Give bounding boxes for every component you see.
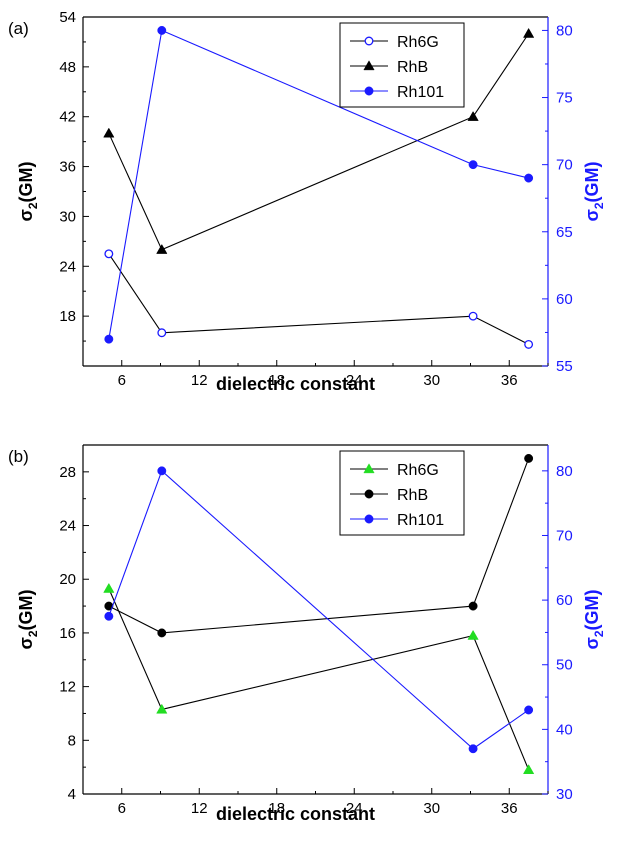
- legend-label: RhB: [397, 487, 428, 504]
- data-point-rh6g: [156, 703, 168, 714]
- legend-box: [339, 450, 465, 536]
- series-line-rh6g: [108, 588, 530, 771]
- series-line-rh101: [108, 29, 529, 340]
- x-tick-label: 24: [346, 372, 363, 389]
- x-axis-title: dielectric constant: [216, 374, 375, 394]
- x-tick-label: 12: [191, 800, 208, 817]
- y-right-tick-label: 70: [556, 157, 573, 174]
- data-point-rh6g: [468, 311, 478, 321]
- legend-box: [339, 22, 465, 108]
- y-left-tick-label: 48: [59, 59, 76, 76]
- data-point-rh6g: [467, 629, 479, 640]
- y-left-tick-label: 18: [59, 308, 76, 325]
- series-line-rhb: [108, 33, 530, 251]
- data-point-rh6g: [524, 339, 534, 349]
- y-right-tick-label: 60: [556, 592, 573, 609]
- legend-label: RhB: [397, 59, 428, 76]
- x-axis-title: dielectric constant: [216, 804, 375, 824]
- data-point-rh101: [104, 334, 114, 344]
- data-point-rh6g: [103, 582, 115, 593]
- legend-label: Rh101: [397, 84, 444, 101]
- panel-label: (a): [8, 19, 29, 38]
- y-right-axis-title: σ2(GM): [582, 161, 606, 221]
- y-right-tick-label: 80: [556, 22, 573, 39]
- y-right-tick-label: 80: [556, 463, 573, 480]
- x-tick-label: 30: [423, 800, 440, 817]
- y-right-tick-label: 70: [556, 527, 573, 544]
- y-left-tick-label: 24: [59, 258, 76, 275]
- legend-marker: [363, 463, 375, 474]
- legend-label: Rh6G: [397, 34, 439, 51]
- y-left-tick-label: 24: [59, 518, 76, 535]
- series-line-rh101: [108, 469, 529, 750]
- data-point-rhb: [103, 127, 115, 138]
- data-point-rh101: [524, 173, 534, 183]
- y-left-tick-label: 12: [59, 679, 76, 696]
- data-point-rhb: [524, 453, 534, 463]
- data-point-rh101: [157, 466, 167, 476]
- legend-label: Rh101: [397, 512, 444, 529]
- x-tick-label: 36: [501, 372, 518, 389]
- data-point-rh6g: [522, 764, 535, 774]
- series-line-rh6g: [108, 253, 529, 345]
- y-right-tick-label: 60: [556, 291, 573, 308]
- data-point-rhb: [157, 628, 167, 638]
- data-point-rhb: [522, 27, 535, 38]
- y-left-axis-title: σ2(GM): [16, 589, 40, 649]
- y-left-axis-title: σ2(GM): [16, 161, 40, 221]
- data-point-rhb: [467, 111, 479, 121]
- x-tick-label: 30: [423, 372, 440, 389]
- data-point-rh6g: [104, 249, 114, 259]
- y-left-tick-label: 42: [59, 109, 76, 126]
- data-point-rh101: [468, 160, 478, 170]
- y-left-tick-label: 30: [59, 208, 76, 225]
- legend-marker: [363, 60, 375, 71]
- series-line-rhb: [108, 458, 530, 634]
- data-point-rh101: [468, 744, 478, 754]
- data-point-rh101: [524, 705, 534, 715]
- data-point-rh101: [104, 611, 114, 621]
- x-tick-label: 24: [346, 800, 363, 817]
- chart-panel-1: 6 12 18 24 30 36 18 24 30 36 42 48 54 55 60 65 70 75 80 (a)…: [8, 9, 606, 394]
- x-tick-label: 18: [268, 800, 285, 817]
- y-left-tick-label: 54: [59, 9, 76, 26]
- y-right-axis-title: σ2(GM): [582, 589, 606, 649]
- x-tick-label: 12: [191, 372, 208, 389]
- legend-marker: [364, 489, 374, 499]
- legend-label: Rh6G: [397, 462, 439, 479]
- x-tick-label: 6: [118, 800, 126, 817]
- data-point-rh101: [157, 25, 167, 35]
- legend-marker: [364, 514, 374, 524]
- y-right-tick-label: 50: [556, 657, 573, 674]
- panel-label: (b): [8, 447, 29, 466]
- legend-marker: [364, 86, 374, 96]
- y-left-tick-label: 8: [68, 732, 76, 749]
- legend-marker: [364, 36, 374, 46]
- chart-panel-2: 6 12 18 24 30 36 4 8 12 16 20 24 28 30 40 50 60 70 80 (b) di…: [8, 444, 606, 824]
- x-tick-label: 6: [118, 372, 126, 389]
- data-point-rhb: [156, 243, 168, 254]
- y-left-tick-label: 36: [59, 159, 76, 176]
- x-tick-label: 18: [268, 372, 285, 389]
- y-left-tick-label: 16: [59, 625, 76, 642]
- y-left-tick-label: 20: [59, 571, 76, 588]
- data-point-rh6g: [157, 328, 167, 338]
- data-point-rhb: [468, 601, 478, 611]
- y-right-tick-label: 55: [556, 358, 573, 375]
- y-right-tick-label: 40: [556, 721, 573, 738]
- y-left-tick-label: 28: [59, 464, 76, 481]
- y-left-tick-label: 4: [68, 786, 76, 803]
- y-right-tick-label: 75: [556, 90, 573, 107]
- x-tick-label: 36: [501, 800, 518, 817]
- y-right-tick-label: 30: [556, 786, 573, 803]
- y-right-tick-label: 65: [556, 224, 573, 241]
